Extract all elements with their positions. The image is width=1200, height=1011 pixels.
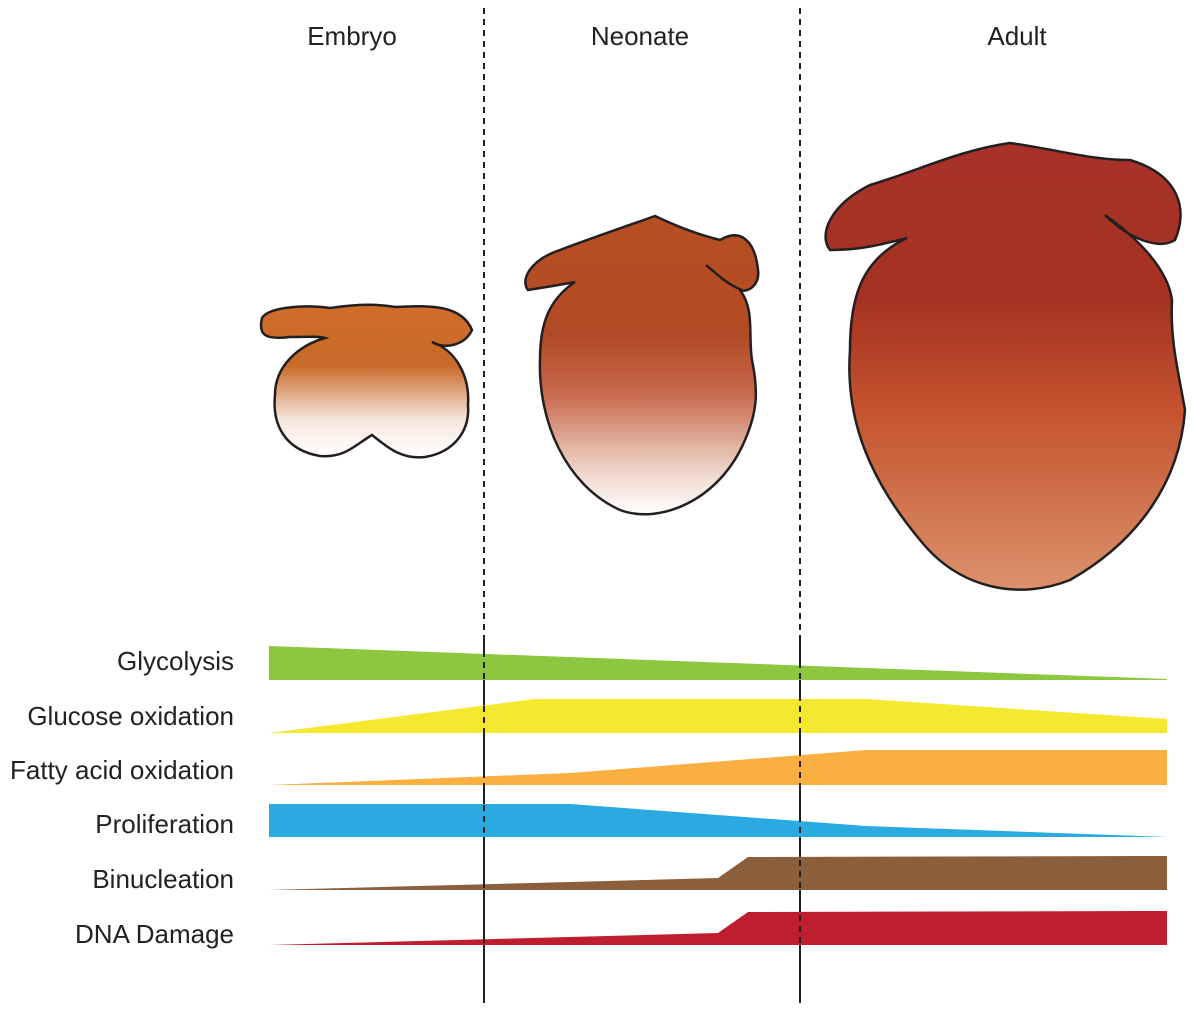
row-label: Proliferation	[95, 809, 234, 839]
row-label: Glucose oxidation	[27, 701, 234, 731]
heart-notch	[705, 264, 743, 292]
adult-heart	[824, 141, 1187, 591]
row-label: Binucleation	[92, 864, 234, 894]
embryo-heart	[259, 303, 474, 459]
row-label: DNA Damage	[75, 919, 234, 949]
stage-label: Embryo	[307, 21, 397, 51]
glycolysis-band	[269, 646, 1167, 680]
neonate-heart	[524, 214, 760, 516]
row-label: Fatty acid oxidation	[10, 755, 234, 785]
dna-damage-band	[269, 911, 1167, 945]
proliferation-band	[269, 804, 1167, 837]
row-label: Glycolysis	[117, 646, 234, 676]
stage-label: Adult	[987, 21, 1047, 51]
glucose-oxidation-band	[269, 699, 1167, 733]
binucleation-band	[269, 856, 1167, 890]
fatty-acid-band	[269, 750, 1167, 785]
stage-label: Neonate	[591, 21, 689, 51]
